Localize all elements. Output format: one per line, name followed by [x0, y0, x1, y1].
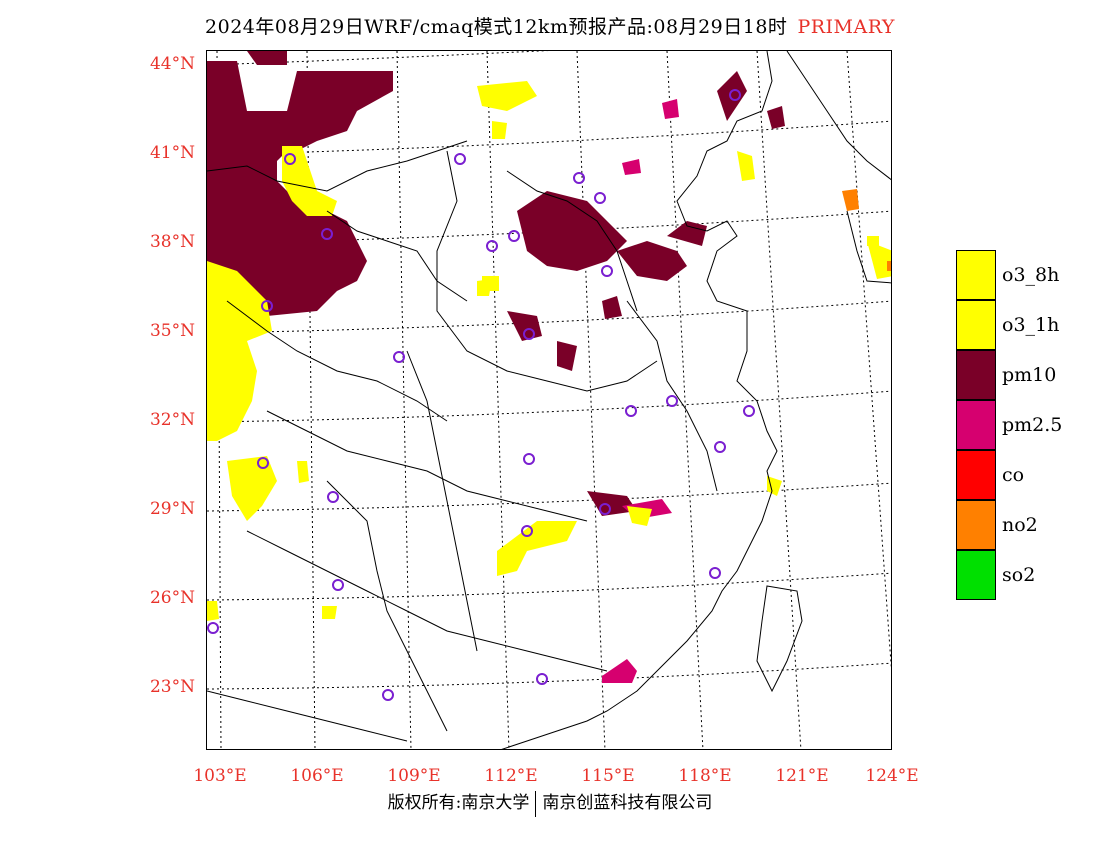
boundaries — [207, 51, 891, 749]
legend-item-no2: no2 — [956, 500, 1076, 550]
lon-label-112: 112°E — [484, 766, 538, 786]
lon-label-106: 106°E — [290, 766, 344, 786]
legend-item-o3-8h: o3_8h — [956, 250, 1076, 300]
pollutant-legend: o3_8h o3_1h pm10 pm2.5 co no2 so2 — [956, 250, 1076, 600]
legend-label-pm10: pm10 — [1002, 364, 1057, 386]
o3-regions — [207, 81, 891, 621]
legend-swatch-co — [956, 450, 996, 500]
legend-item-co: co — [956, 450, 1076, 500]
forecast-map[interactable] — [206, 50, 892, 750]
legend-label-no2: no2 — [1002, 514, 1038, 536]
lon-label-103: 103°E — [193, 766, 247, 786]
lon-label-118: 118°E — [678, 766, 732, 786]
map-title: 2024年08月29日WRF/cmaq模式12km预报产品:08月29日18时 P… — [0, 12, 1100, 39]
primary-tag: PRIMARY — [797, 16, 895, 38]
legend-swatch-no2 — [956, 500, 996, 550]
lat-label-23: 23°N — [149, 677, 195, 697]
lon-label-124: 124°E — [865, 766, 919, 786]
graticule — [207, 51, 891, 749]
map-canvas — [207, 51, 891, 749]
lat-label-35: 35°N — [149, 321, 195, 341]
legend-item-pm25: pm2.5 — [956, 400, 1076, 450]
pm25-regions — [602, 99, 679, 683]
lat-label-29: 29°N — [149, 499, 195, 519]
legend-swatch-o3-8h — [956, 250, 996, 300]
legend-label-so2: so2 — [1002, 564, 1036, 586]
no2-regions — [842, 189, 891, 271]
lon-label-109: 109°E — [387, 766, 441, 786]
lat-label-26: 26°N — [149, 588, 195, 608]
lat-label-32: 32°N — [149, 410, 195, 430]
lat-label-38: 38°N — [149, 232, 195, 252]
legend-label-o3-8h: o3_8h — [1002, 264, 1060, 286]
footer-divider — [535, 790, 537, 817]
legend-item-so2: so2 — [956, 550, 1076, 600]
title-text: 2024年08月29日WRF/cmaq模式12km预报产品:08月29日18时 — [205, 16, 788, 38]
station-markers — [207, 89, 755, 701]
copyright-left: 版权所有:南京大学 — [387, 793, 530, 813]
legend-item-o3-1h: o3_1h — [956, 300, 1076, 350]
lon-label-115: 115°E — [581, 766, 635, 786]
lat-label-41: 41°N — [149, 143, 195, 163]
copyright-footer: 版权所有:南京大学 南京创蓝科技有限公司 — [0, 788, 1100, 817]
copyright-right: 南京创蓝科技有限公司 — [542, 793, 713, 813]
lat-label-44: 44°N — [149, 54, 195, 74]
legend-label-o3-1h: o3_1h — [1002, 314, 1060, 336]
legend-swatch-o3-1h — [956, 300, 996, 350]
legend-swatch-pm25 — [956, 400, 996, 450]
legend-item-pm10: pm10 — [956, 350, 1076, 400]
legend-swatch-so2 — [956, 550, 996, 600]
legend-swatch-pm10 — [956, 350, 996, 400]
legend-label-pm25: pm2.5 — [1002, 414, 1063, 436]
lon-label-121: 121°E — [775, 766, 829, 786]
legend-label-co: co — [1002, 464, 1025, 486]
